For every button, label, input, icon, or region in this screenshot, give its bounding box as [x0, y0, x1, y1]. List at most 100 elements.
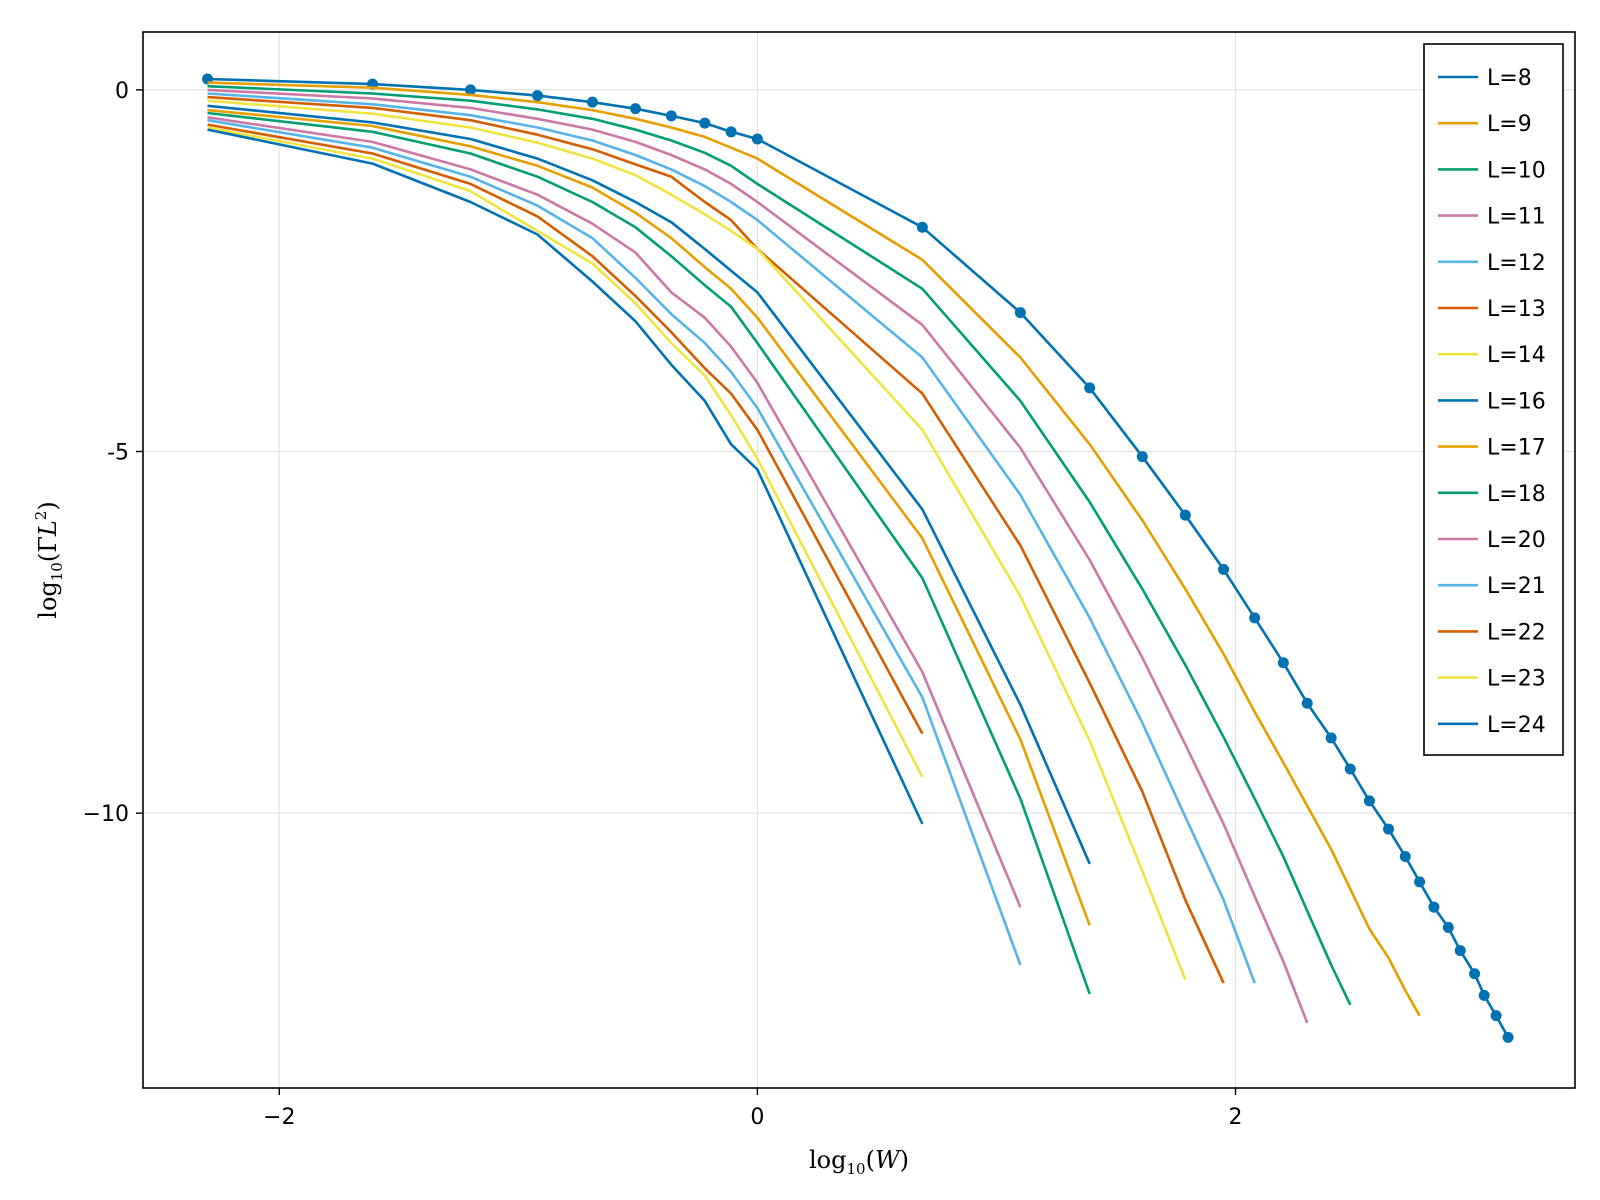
legend-item: L=14	[1438, 343, 1546, 368]
legend-item: L=10	[1438, 158, 1546, 183]
data-point	[665, 110, 677, 122]
data-point	[1344, 763, 1356, 775]
legend-item: L=17	[1438, 436, 1546, 461]
series-l-17	[207, 108, 1091, 926]
data-point	[1301, 697, 1313, 709]
data-point	[1469, 968, 1481, 980]
legend-label: L=14	[1487, 343, 1546, 368]
series-line	[207, 116, 1022, 908]
series-line	[207, 84, 1352, 1006]
series-l-21	[207, 118, 1022, 966]
series-line	[207, 118, 1022, 966]
x-tick-label: 2	[1229, 1105, 1243, 1130]
legend-item: L=16	[1438, 389, 1546, 414]
legend-label: L=12	[1487, 251, 1546, 276]
data-point	[751, 133, 763, 145]
y-tick-label: 0	[115, 79, 129, 104]
data-point	[1502, 1031, 1514, 1043]
legend-label: L=17	[1487, 436, 1546, 461]
series-l-12	[207, 92, 1256, 984]
x-tick-label: 0	[750, 1105, 764, 1130]
x-tick-label: −2	[263, 1105, 295, 1130]
data-point	[1478, 989, 1490, 1001]
data-point	[1428, 901, 1440, 913]
legend: L=8 L=9 L=10 L=11 L=12 L=13 L=14 L=16 L=17 L=18 L=…	[1423, 43, 1564, 756]
y-tick-label: -5	[107, 441, 129, 466]
data-point	[1454, 945, 1466, 957]
data-point	[725, 126, 737, 138]
data-point	[1179, 509, 1191, 521]
data-point	[629, 103, 641, 115]
series-l-20	[207, 116, 1022, 908]
series-l-16	[207, 104, 1091, 865]
data-point	[1218, 563, 1230, 575]
data-point	[1490, 1010, 1502, 1022]
series-line	[207, 108, 1091, 926]
plot-frame	[142, 31, 1576, 1089]
legend-item: L=9	[1438, 112, 1532, 137]
legend-item: L=18	[1438, 482, 1546, 507]
legend-item: L=13	[1438, 297, 1546, 322]
legend-label: L=9	[1487, 112, 1532, 137]
data-point	[1442, 921, 1454, 933]
data-point	[1414, 876, 1426, 888]
data-point	[1325, 732, 1337, 744]
data-point	[586, 96, 598, 108]
series-line	[207, 95, 1225, 984]
series-line	[207, 99, 1187, 980]
series-layer	[202, 73, 1514, 1043]
legend-label: L=20	[1487, 528, 1546, 553]
data-point	[1363, 795, 1375, 807]
axis-ticks: −2 0 2 0 -5 −10	[83, 79, 1243, 1130]
legend-label: L=11	[1487, 205, 1546, 230]
series-line	[207, 111, 1091, 995]
series-line	[207, 81, 1421, 1017]
data-point	[1249, 612, 1261, 624]
series-l-18	[207, 111, 1091, 995]
series-l-14	[207, 99, 1187, 980]
legend-item: L=24	[1438, 713, 1546, 738]
series-line	[207, 92, 1256, 984]
legend-label: L=8	[1487, 66, 1532, 91]
data-point	[1277, 657, 1289, 669]
data-point	[916, 221, 928, 233]
series-l-22	[207, 123, 924, 735]
legend-label: L=16	[1487, 389, 1546, 414]
data-point	[1014, 307, 1026, 319]
legend-item: L=20	[1438, 528, 1546, 553]
series-line	[207, 128, 924, 825]
data-point	[1399, 851, 1411, 863]
series-line	[207, 104, 1091, 865]
legend-label: L=10	[1487, 158, 1546, 183]
legend-item: L=8	[1438, 66, 1532, 91]
data-point	[1383, 823, 1395, 835]
legend-label: L=18	[1487, 482, 1546, 507]
legend-label: L=22	[1487, 620, 1546, 645]
y-axis-label: log10(ΓL2)	[32, 501, 66, 618]
legend-item: L=21	[1438, 574, 1546, 599]
series-line	[207, 123, 924, 735]
series-l-24	[207, 128, 924, 825]
series-line	[207, 126, 924, 778]
data-point	[1084, 382, 1096, 394]
legend-label: L=21	[1487, 574, 1546, 599]
data-point	[531, 90, 543, 102]
series-l-13	[207, 95, 1225, 984]
y-tick-label: −10	[83, 802, 129, 827]
series-l-10	[207, 84, 1352, 1006]
series-l-11	[207, 88, 1309, 1024]
legend-item: L=22	[1438, 620, 1546, 645]
series-line	[207, 88, 1309, 1024]
legend-label: L=23	[1487, 667, 1546, 692]
series-l-9	[207, 81, 1421, 1017]
data-point	[1136, 451, 1148, 463]
series-l-8	[202, 73, 1514, 1043]
legend-label: L=13	[1487, 297, 1546, 322]
data-point	[699, 117, 711, 129]
legend-item: L=12	[1438, 251, 1546, 276]
legend-label: L=24	[1487, 713, 1546, 738]
legend-item: L=23	[1438, 667, 1546, 692]
data-point	[465, 84, 477, 96]
